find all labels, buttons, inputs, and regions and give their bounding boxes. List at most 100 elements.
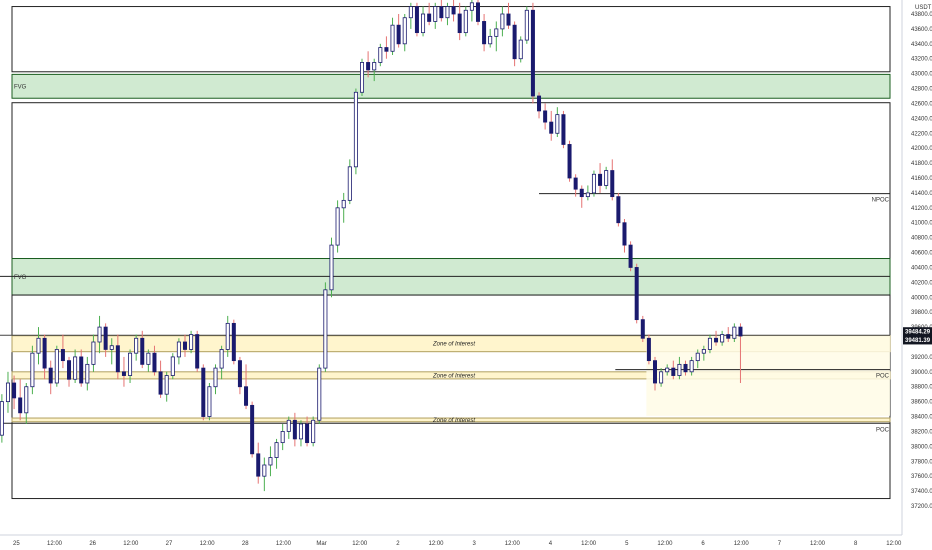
candle-body <box>512 24 517 60</box>
candle-body <box>268 457 273 466</box>
candle-body <box>311 419 316 444</box>
candle-body <box>170 356 175 376</box>
candle-body <box>189 334 194 350</box>
rectangle-label-3: FVG <box>14 275 27 281</box>
candle-body <box>91 341 96 365</box>
candle-body <box>250 404 255 455</box>
time-tick-label: 12:00 <box>810 541 826 547</box>
price-label-text: 39484.29 <box>905 330 931 336</box>
candle-body <box>701 349 706 354</box>
time-tick-label: 25 <box>13 541 20 547</box>
candle-body <box>219 349 224 369</box>
price-tick-label: 41600.00 <box>911 176 932 182</box>
candle-body <box>225 322 230 350</box>
candle-body <box>256 453 261 477</box>
candle-body <box>421 13 426 34</box>
candle-body <box>244 386 249 406</box>
time-tick-label: 4 <box>549 541 553 547</box>
candle-body <box>164 375 169 395</box>
time-tick-label: 7 <box>778 541 782 547</box>
price-tick-label: 37600.00 <box>911 474 932 480</box>
candle-body <box>280 431 285 444</box>
candle-body <box>195 334 200 369</box>
candle-body <box>262 464 267 477</box>
rectangle-box-8 <box>646 335 891 416</box>
candle-body <box>628 244 633 268</box>
candle-body <box>286 419 291 432</box>
price-tick-label: 43000.00 <box>911 72 932 78</box>
candle-body <box>18 397 23 414</box>
candle-body <box>12 382 17 399</box>
candle-body <box>305 423 310 444</box>
candle-body <box>598 173 603 186</box>
candle-body <box>274 442 279 458</box>
candle-body <box>24 386 29 414</box>
candle-body <box>469 2 474 11</box>
time-tick-label: Mar <box>316 541 326 547</box>
price-label-bg <box>903 327 932 337</box>
time-tick-label: 2 <box>396 541 400 547</box>
candle-body <box>457 13 462 34</box>
candle-body <box>591 173 596 194</box>
candle-body <box>182 341 187 350</box>
candle-body <box>585 192 590 198</box>
price-tick-label: 43200.00 <box>911 57 932 63</box>
time-tick-label: 12:00 <box>429 541 445 547</box>
price-tick-label: 38400.00 <box>911 415 932 421</box>
candle-body <box>213 367 218 388</box>
candle-body <box>665 367 670 373</box>
candle-body <box>42 337 47 369</box>
candle-body <box>103 326 108 350</box>
time-axis[interactable]: 25 12:00 26 12:00 27 12:00 28 12:00 Mar 12:00 2 12:… <box>0 534 902 547</box>
candle-body <box>720 334 725 343</box>
candle-body <box>353 91 358 168</box>
time-tick-label: 12:00 <box>200 541 216 547</box>
candle-body <box>555 114 560 134</box>
candle-body <box>341 199 346 209</box>
candle-body <box>97 326 102 343</box>
candle-body <box>237 360 242 388</box>
time-tick-label: 3 <box>472 541 476 547</box>
candle-body <box>445 6 450 19</box>
time-tick-label: 12:00 <box>47 541 63 547</box>
price-tick-label: 42000.00 <box>911 146 932 152</box>
line-label-2: POC <box>876 374 890 380</box>
candle-body <box>176 341 181 358</box>
time-tick-label: 12:00 <box>657 541 673 547</box>
line-label-3: POC <box>876 427 890 433</box>
candle-body <box>494 28 499 37</box>
price-tick-label: 42600.00 <box>911 101 932 107</box>
candle-body <box>134 337 139 354</box>
time-tick-label: 8 <box>854 541 858 547</box>
price-tick-label: 38800.00 <box>911 385 932 391</box>
candles-layer <box>0 0 743 492</box>
candle-body <box>427 13 432 22</box>
candle-body <box>732 326 737 339</box>
candle-body <box>689 360 694 373</box>
candle-body <box>115 345 120 373</box>
candle-body <box>640 319 645 339</box>
candle-body <box>73 356 78 380</box>
candle-body <box>390 24 395 52</box>
price-tick-label: 41000.00 <box>911 221 932 227</box>
candle-body <box>530 9 535 97</box>
price-tick-label: 37800.00 <box>911 459 932 465</box>
candle-body <box>5 382 10 403</box>
candle-body <box>36 337 41 354</box>
candle-body <box>292 419 297 440</box>
time-tick-label: 5 <box>625 541 629 547</box>
time-tick-label: 6 <box>701 541 705 547</box>
price-tick-label: 41200.00 <box>911 206 932 212</box>
price-tick-label: 40200.00 <box>911 280 932 286</box>
candle-body <box>677 363 682 376</box>
candle-body <box>671 367 676 376</box>
time-tick-label: 26 <box>89 541 96 547</box>
candle-body <box>121 371 126 376</box>
candle-body <box>433 6 438 22</box>
price-tick-label: 38200.00 <box>911 429 932 435</box>
candle-body <box>317 367 322 421</box>
candle-body <box>451 6 456 15</box>
price-tick-label: 43600.00 <box>911 27 932 33</box>
price-tick-label: 43400.00 <box>911 42 932 48</box>
